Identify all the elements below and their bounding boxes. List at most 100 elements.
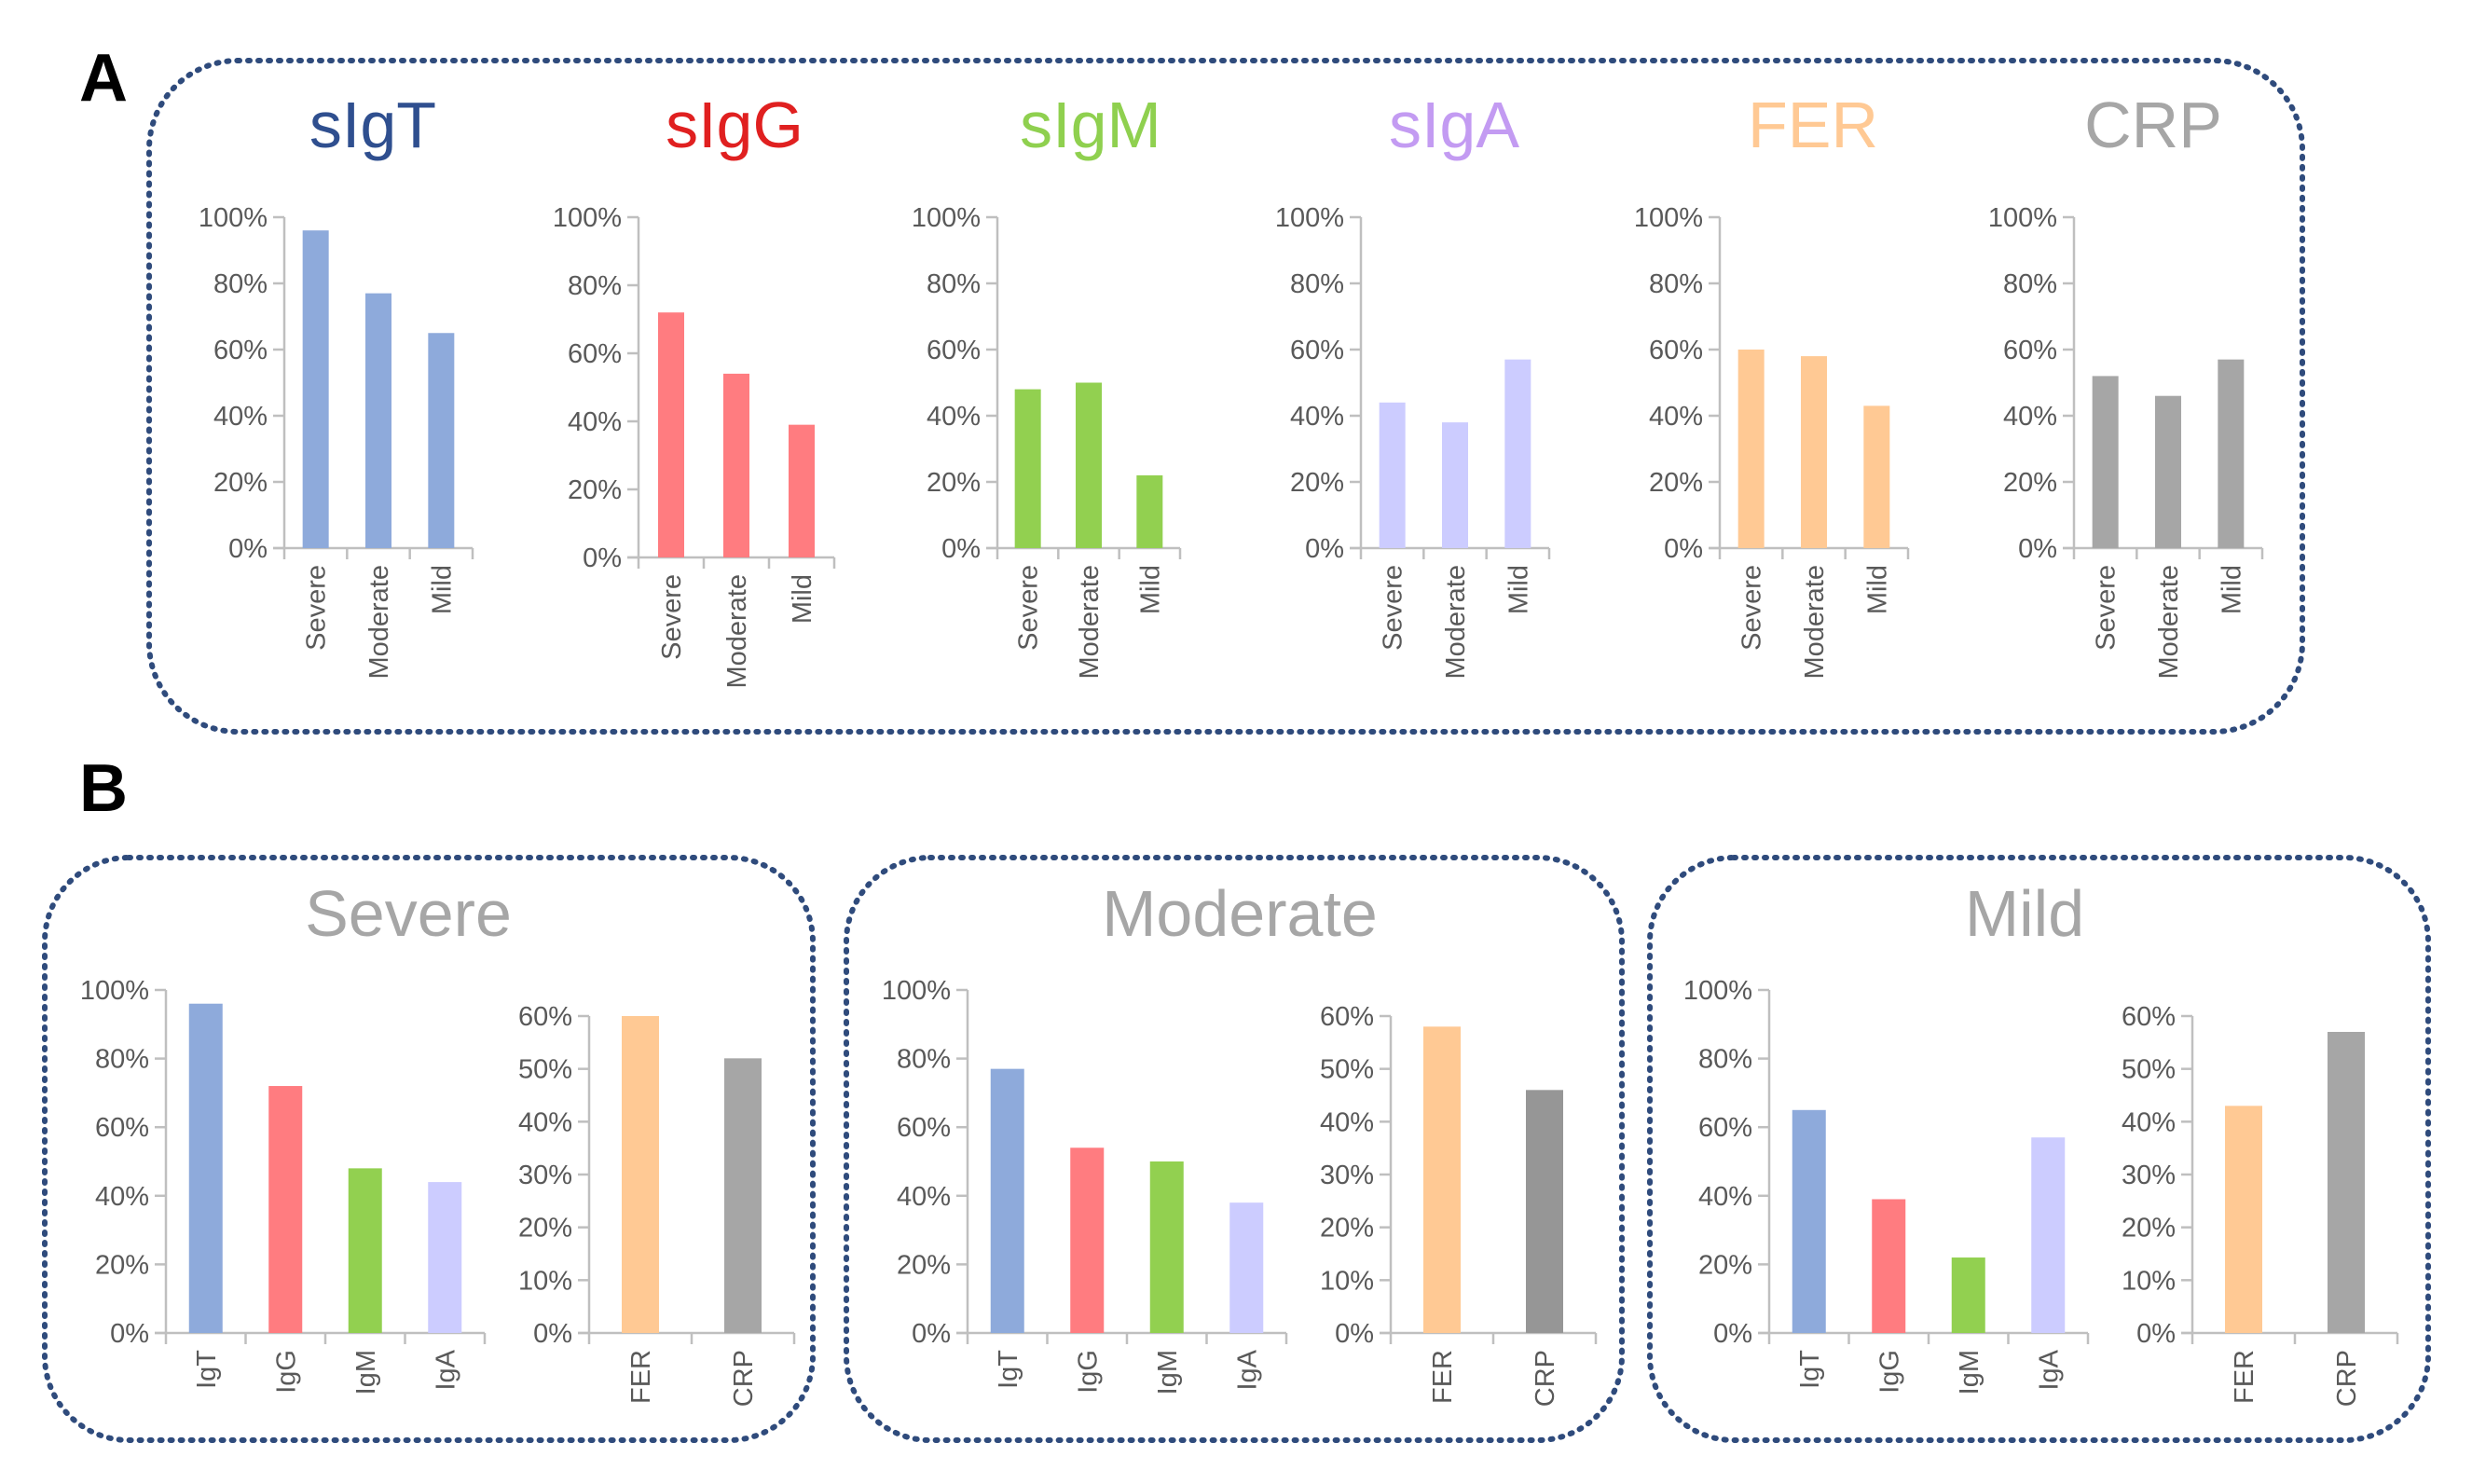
chart-siga-y-tick-label: 100% <box>1275 203 1344 233</box>
chart-sigm-chart: 0% 20% 40% 60% 80% 100% Severe Moderate Mild sIgM <box>912 89 1182 680</box>
chart-mild-fer-crp-x-tick-label: CRP <box>2332 1350 2362 1407</box>
chart-moderate-ig-bar-igg <box>1070 1147 1105 1333</box>
chart-mild-fer-crp-bar-crp <box>2328 1032 2365 1333</box>
chart-sigg-y-tick-label: 100% <box>553 203 622 233</box>
chart-moderate-ig-chart: 0% 20% 40% 60% 80% 100% IgT IgG IgM IgA <box>882 976 1288 1395</box>
chart-sigm-y-tick-label: 20% <box>927 468 981 498</box>
chart-mild-ig-chart: 0% 20% 40% 60% 80% 100% IgT IgG IgM IgA <box>1683 976 2090 1395</box>
panel-label-b: B <box>79 751 128 826</box>
chart-moderate-fer-crp-bar-crp <box>1526 1090 1563 1333</box>
chart-sigm-title: sIgM <box>1020 89 1161 161</box>
chart-severe-fer-crp-y-tick-label: 30% <box>518 1161 572 1190</box>
chart-severe-ig-x-tick-label: IgT <box>192 1350 222 1389</box>
chart-severe-ig-y-tick-label: 60% <box>95 1113 149 1143</box>
chart-crp-bar-severe <box>2092 376 2119 548</box>
chart-crp-bar-moderate <box>2155 395 2181 548</box>
chart-sigt-y-tick-label: 100% <box>199 203 268 233</box>
chart-sigg-y-tick-label: 40% <box>568 407 622 437</box>
chart-siga-bar-moderate <box>1442 422 1468 548</box>
chart-sigm-bar-moderate <box>1076 382 1102 548</box>
chart-sigg-bar-mild <box>789 424 815 557</box>
chart-severe-ig-x-tick-label: IgA <box>431 1349 460 1390</box>
chart-sigt-y-tick-label: 60% <box>213 336 268 365</box>
chart-moderate-fer-crp-chart: 0% 10% 20% 30% 40% 50% 60% FER CRP <box>1320 1002 1598 1407</box>
chart-siga-x-tick-label: Mild <box>1504 565 1533 614</box>
chart-mild-ig-y-tick-label: 40% <box>1698 1182 1752 1212</box>
chart-mild-ig-x-tick-label: IgG <box>1875 1350 1904 1394</box>
chart-sigt-y-tick-label: 20% <box>213 468 268 498</box>
chart-mild-ig-y-tick-label: 60% <box>1698 1113 1752 1143</box>
chart-crp-title: CRP <box>2084 89 2222 161</box>
chart-severe-ig-bar-iga <box>428 1182 462 1333</box>
chart-mild-fer-crp-bar-fer <box>2225 1106 2262 1333</box>
chart-severe-ig-bar-igt <box>188 1003 223 1333</box>
chart-siga-y-tick-label: 20% <box>1290 468 1344 498</box>
chart-sigt-x-tick-label: Mild <box>427 565 457 614</box>
chart-fer-y-tick-label: 40% <box>1649 402 1703 432</box>
chart-moderate-fer-crp-x-tick-label: CRP <box>1531 1350 1560 1407</box>
group-title-severe: Severe <box>305 877 512 950</box>
chart-mild-ig-y-tick-label: 100% <box>1683 976 1752 1006</box>
chart-fer-bar-severe <box>1737 350 1765 548</box>
chart-mild-ig-y-tick-label: 20% <box>1698 1250 1752 1280</box>
charts: 0% 20% 40% 60% 80% 100% Severe Moderate Mild sIgT… <box>80 89 2399 1407</box>
chart-sigm-bar-severe <box>1014 389 1041 548</box>
chart-mild-fer-crp-y-tick-label: 60% <box>2122 1002 2176 1032</box>
chart-sigg-y-tick-label: 0% <box>583 543 622 573</box>
chart-sigt-y-tick-label: 0% <box>228 534 268 564</box>
chart-sigt-bar-mild <box>428 333 455 548</box>
chart-sigt-x-tick-label: Severe <box>302 565 332 651</box>
panel-label-a: A <box>79 41 128 116</box>
chart-crp-x-tick-label: Moderate <box>2154 565 2184 680</box>
chart-fer-y-tick-label: 80% <box>1649 269 1703 299</box>
chart-moderate-ig-x-tick-label: IgM <box>1153 1350 1183 1395</box>
chart-fer-bar-mild <box>1863 405 1890 548</box>
chart-mild-fer-crp-y-tick-label: 20% <box>2122 1214 2176 1244</box>
chart-severe-fer-crp-y-tick-label: 20% <box>518 1214 572 1244</box>
chart-severe-ig-y-tick-label: 80% <box>95 1045 149 1075</box>
chart-fer-x-tick-label: Moderate <box>1800 565 1830 680</box>
chart-severe-ig-y-tick-label: 40% <box>95 1182 149 1212</box>
severe-group-frame <box>42 855 816 1443</box>
chart-severe-ig-chart: 0% 20% 40% 60% 80% 100% IgT IgG IgM IgA <box>80 976 487 1395</box>
chart-mild-ig-x-tick-label: IgM <box>1955 1350 1984 1395</box>
chart-severe-fer-crp-bar-crp <box>724 1058 762 1333</box>
chart-mild-fer-crp-x-tick-label: FER <box>2230 1350 2259 1404</box>
chart-fer-y-tick-label: 0% <box>1664 534 1703 564</box>
chart-siga-bar-severe <box>1379 402 1406 548</box>
chart-sigt-bar-severe <box>302 230 329 548</box>
chart-mild-ig-bar-iga <box>2031 1137 2066 1333</box>
chart-moderate-ig-bar-iga <box>1229 1202 1264 1333</box>
chart-mild-ig-x-tick-label: IgT <box>1795 1350 1825 1389</box>
chart-moderate-fer-crp-x-tick-label: FER <box>1428 1350 1458 1404</box>
chart-severe-ig-y-tick-label: 0% <box>110 1319 149 1349</box>
chart-severe-ig-x-tick-label: IgM <box>351 1350 381 1395</box>
chart-fer-y-tick-label: 60% <box>1649 336 1703 365</box>
chart-sigg-y-tick-label: 20% <box>568 475 622 505</box>
chart-mild-fer-crp-y-tick-label: 50% <box>2122 1055 2176 1085</box>
chart-sigm-y-tick-label: 80% <box>927 269 981 299</box>
chart-moderate-fer-crp-y-tick-label: 30% <box>1320 1161 1374 1190</box>
chart-sigg-y-tick-label: 80% <box>568 271 622 301</box>
chart-siga-x-tick-label: Severe <box>1379 565 1408 651</box>
chart-severe-ig-y-tick-label: 100% <box>80 976 149 1006</box>
chart-severe-fer-crp-chart: 0% 10% 20% 30% 40% 50% 60% FER CRP <box>518 1002 796 1407</box>
chart-moderate-ig-y-tick-label: 100% <box>882 976 951 1006</box>
chart-moderate-fer-crp-y-tick-label: 0% <box>1335 1319 1374 1349</box>
chart-fer-x-tick-label: Mild <box>1862 565 1892 614</box>
chart-crp-y-tick-label: 20% <box>2003 468 2057 498</box>
chart-siga-y-tick-label: 0% <box>1305 534 1344 564</box>
chart-siga-bar-mild <box>1504 359 1531 548</box>
mild-group-frame <box>1647 855 2431 1443</box>
chart-moderate-ig-x-tick-label: IgG <box>1073 1350 1103 1394</box>
chart-moderate-fer-crp-bar-fer <box>1423 1026 1461 1333</box>
chart-severe-ig-bar-igm <box>348 1168 382 1333</box>
chart-moderate-ig-y-tick-label: 0% <box>912 1319 951 1349</box>
chart-mild-fer-crp-y-tick-label: 0% <box>2136 1319 2176 1349</box>
chart-sigm-y-tick-label: 100% <box>912 203 981 233</box>
chart-severe-fer-crp-y-tick-label: 50% <box>518 1055 572 1085</box>
chart-siga-y-tick-label: 60% <box>1290 336 1344 365</box>
chart-crp-y-tick-label: 60% <box>2003 336 2057 365</box>
chart-moderate-fer-crp-y-tick-label: 40% <box>1320 1107 1374 1137</box>
